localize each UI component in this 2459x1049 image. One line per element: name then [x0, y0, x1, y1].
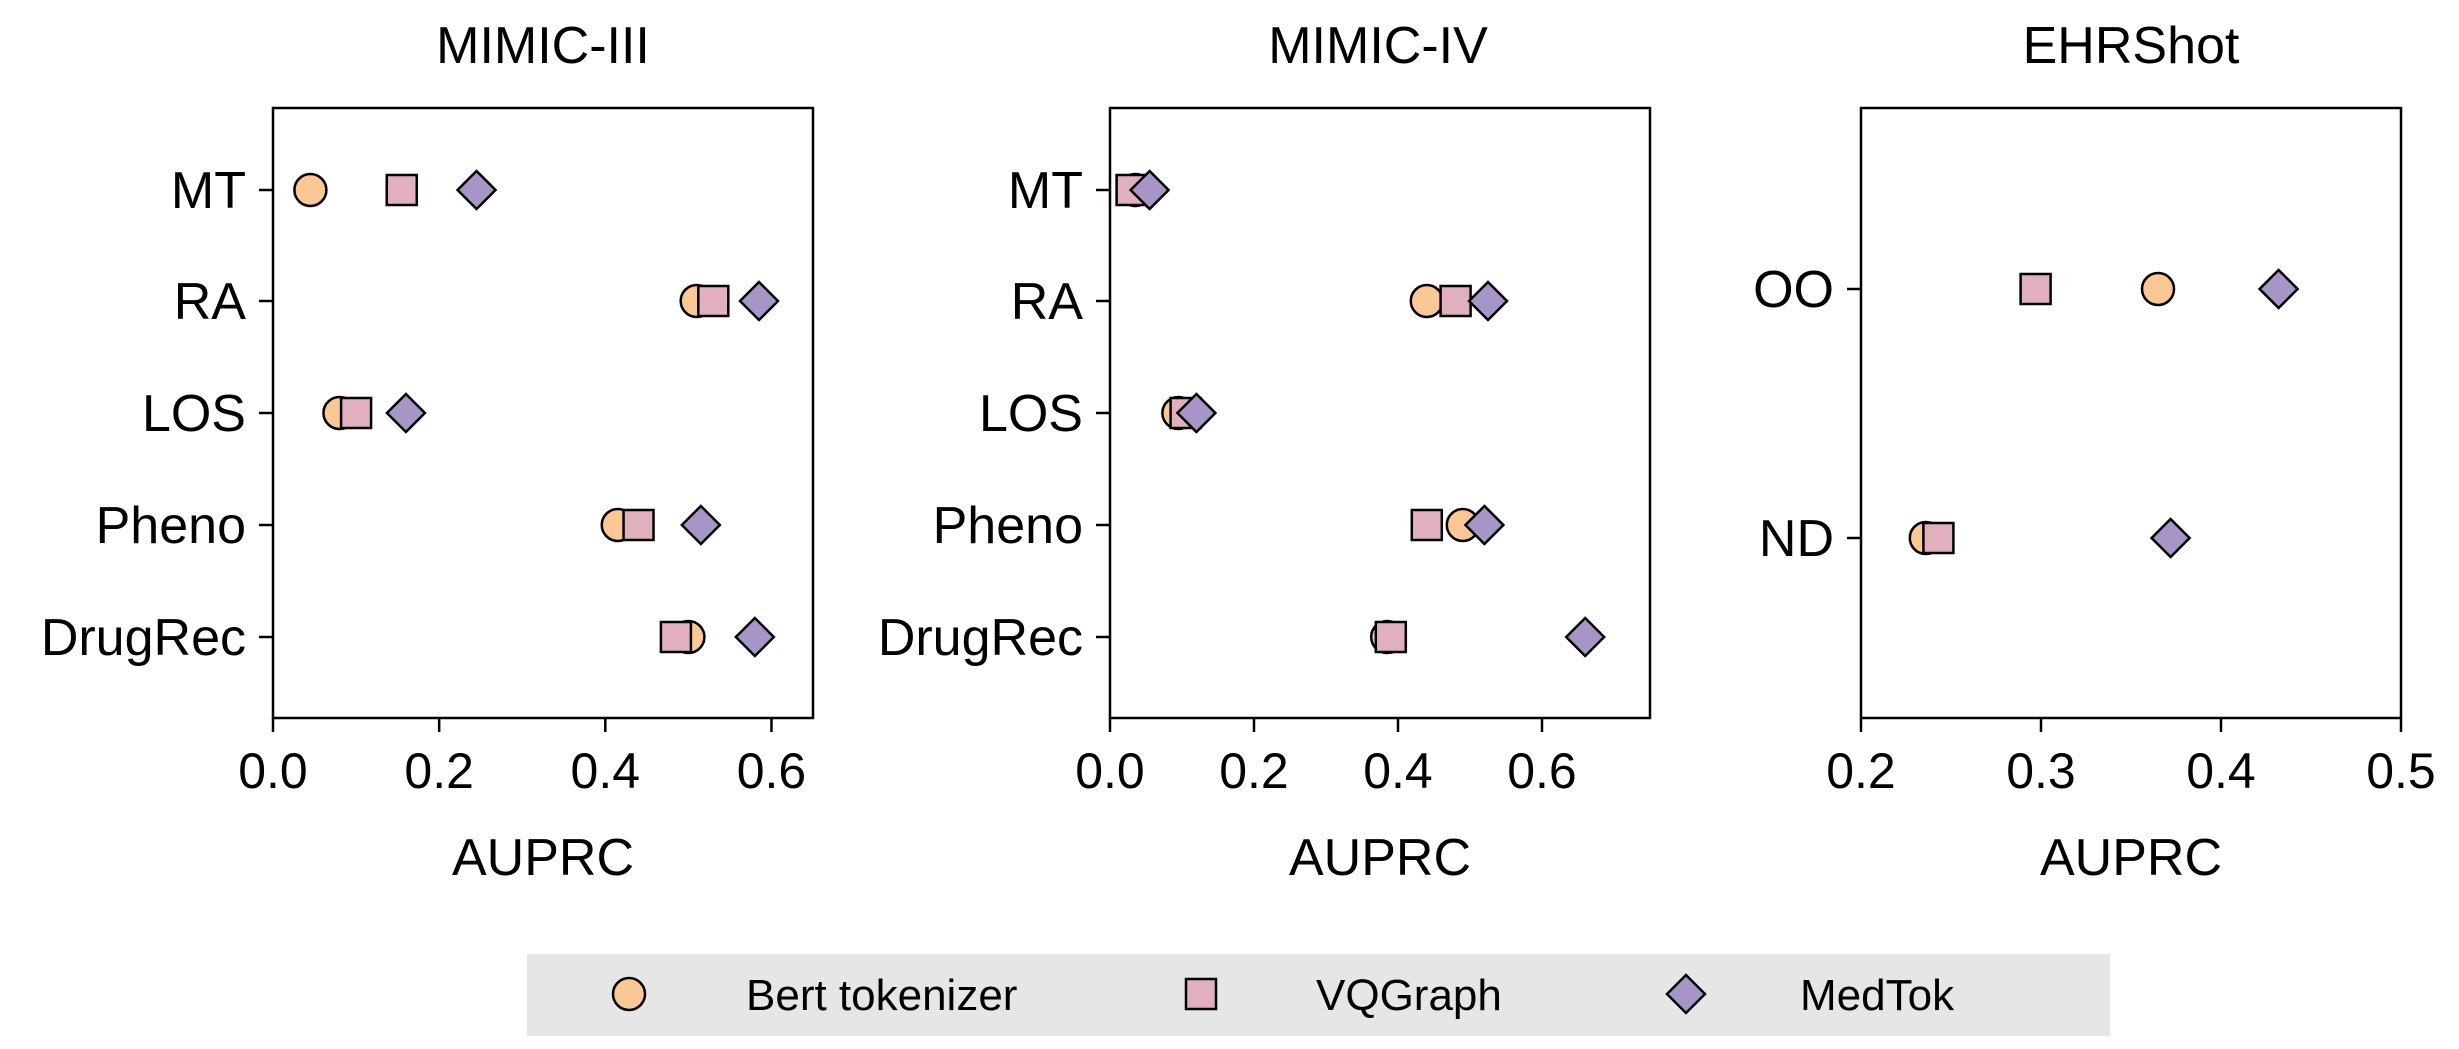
x-tick-label: 0.4: [2186, 743, 2256, 799]
x-tick-label: 0.4: [1363, 743, 1433, 799]
x-tick-label: 0.2: [1826, 743, 1896, 799]
x-tick-label: 0.0: [238, 743, 308, 799]
subplot-mimic-iv: MIMIC-IV MT RA LOS Pheno DrugRec 0.0 0.2 0.4 0.6 A…: [878, 17, 1652, 887]
x-tick-label: 0.2: [404, 743, 474, 799]
x-tick-label: 0.3: [2006, 743, 2076, 799]
legend: Bert tokenizer VQGraph MedTok: [527, 954, 2110, 1036]
point-medtok-nd: [2149, 517, 2192, 559]
point-medtok-pheno: [1463, 504, 1506, 546]
point-medtok-los: [1175, 392, 1218, 434]
x-tick-label: 0.4: [571, 743, 641, 799]
point-medtok-los: [385, 392, 427, 434]
y-tick-label: Pheno: [933, 497, 1083, 555]
y-tick-label: OO: [1753, 261, 1834, 319]
x-axis-label: AUPRC: [1289, 829, 1471, 887]
point-medtok-pheno: [680, 504, 722, 546]
subplot-ehrshot: EHRShot OO ND 0.2 0.3 0.4 0.5 AUPRC: [1753, 17, 2436, 887]
plot-frame: [1859, 106, 2403, 720]
point-bert-tokenizer-mt: [293, 172, 328, 208]
point-medtok-mt: [455, 169, 498, 211]
point-bert-tokenizer-oo: [2140, 271, 2176, 307]
subplot-title: EHRShot: [2023, 17, 2240, 75]
legend-marker-medtok: [1665, 973, 1707, 1015]
x-tick-label: 0.6: [1507, 743, 1577, 799]
y-tick-label: RA: [174, 273, 247, 331]
y-tick-label: MT: [171, 162, 246, 220]
y-tick-label: LOS: [142, 385, 246, 443]
point-vqgraph-pheno: [622, 508, 655, 542]
legend-box: [527, 954, 2110, 1036]
subplot-title: MIMIC-III: [436, 17, 650, 75]
legend-marker-bert-tokenizer: [611, 976, 647, 1012]
x-tick-label: 0.2: [1219, 743, 1289, 799]
y-tick-label: DrugRec: [41, 609, 246, 667]
point-vqgraph-nd: [1922, 521, 1955, 555]
point-medtok-drugrec: [734, 616, 776, 658]
x-axis-label: AUPRC: [452, 829, 634, 887]
subplot-mimic-iii: MIMIC-III MT RA LOS Pheno DrugRec 0.0 0.2 0.4 0.6…: [41, 17, 815, 887]
point-medtok-ra: [1467, 280, 1509, 322]
y-tick-label: LOS: [979, 385, 1083, 443]
point-medtok-oo: [2257, 268, 2300, 310]
point-bert-tokenizer-ra: [1409, 283, 1445, 319]
point-medtok-mt: [1128, 169, 1171, 211]
legend-label: MedTok: [1800, 971, 1955, 1020]
point-vqgraph-oo: [2019, 272, 2052, 306]
x-tick-label: 0.5: [2366, 743, 2436, 799]
point-vqgraph-ra: [697, 284, 730, 318]
x-tick-label: 0.6: [737, 743, 807, 799]
point-vqgraph-drugrec: [659, 620, 693, 654]
x-axis-label: AUPRC: [2040, 829, 2222, 887]
point-vqgraph-pheno: [1410, 508, 1444, 542]
y-tick-label: MT: [1008, 162, 1083, 220]
y-tick-label: RA: [1011, 273, 1084, 331]
subplot-title: MIMIC-IV: [1268, 17, 1488, 75]
legend-label: Bert tokenizer: [746, 971, 1017, 1020]
legend-label: VQGraph: [1316, 971, 1502, 1020]
point-medtok-ra: [738, 280, 780, 322]
point-vqgraph-ra: [1439, 284, 1472, 318]
y-tick-label: Pheno: [96, 497, 246, 555]
legend-marker-vqgraph: [1184, 977, 1218, 1011]
point-medtok-drugrec: [1564, 616, 1606, 658]
y-tick-label: DrugRec: [878, 609, 1083, 667]
y-tick-label: ND: [1759, 510, 1834, 568]
point-vqgraph-drugrec: [1374, 620, 1408, 654]
x-tick-label: 0.0: [1075, 743, 1145, 799]
point-vqgraph-mt: [385, 173, 419, 207]
point-vqgraph-los: [339, 396, 373, 430]
